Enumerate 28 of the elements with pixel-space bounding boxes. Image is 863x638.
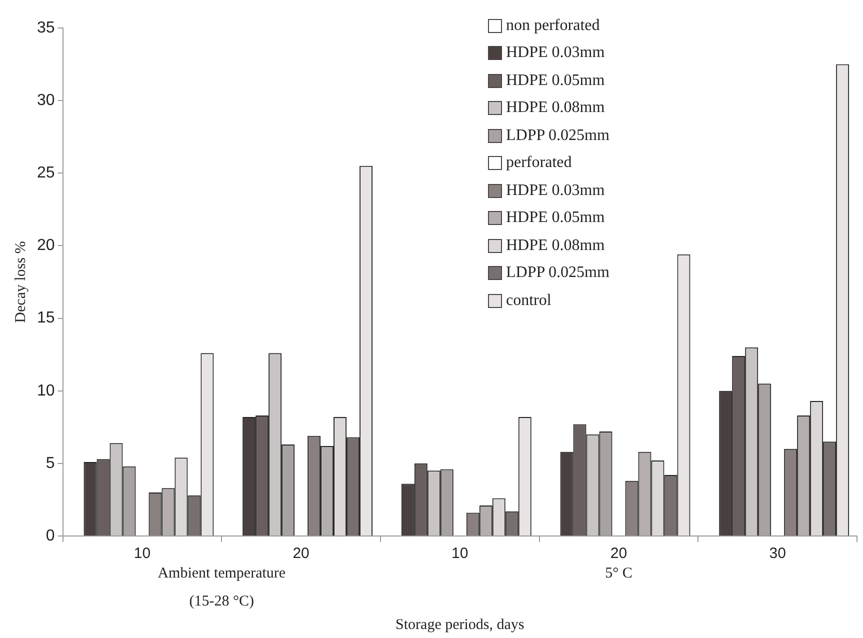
legend-label: perforated <box>506 154 572 172</box>
legend-label: HDPE 0.03mm <box>506 182 605 200</box>
y-tick-label: 5 <box>46 454 55 472</box>
legend-label: control <box>506 292 552 310</box>
x-axis-title: Storage periods, days <box>396 616 524 633</box>
legend-label: HDPE 0.05mm <box>506 72 605 90</box>
y-tick-label: 30 <box>37 92 55 109</box>
legend-label: LDPP 0.025mm <box>506 126 610 145</box>
y-tick-label: 10 <box>37 382 55 400</box>
y-tick-label: 0 <box>46 527 55 544</box>
legend-label: HDPE 0.08mm <box>506 236 605 255</box>
legend-label: HDPE 0.03mm <box>506 44 605 62</box>
text: Ambient temperature (15-28 °C) <box>158 565 286 610</box>
x-tick-label: 10 <box>452 545 468 562</box>
y-tick-label: 25 <box>37 164 55 182</box>
legend-label: HDPE 0.08mm <box>506 99 605 118</box>
legend-label: HDPE 0.05mm <box>506 209 605 228</box>
y-tick-label: 35 <box>37 19 55 36</box>
x-tick-label: 30 <box>769 545 786 562</box>
legend-label: LDPP 0.025mm <box>506 264 610 282</box>
x-tick-label: 10 <box>134 545 151 562</box>
legend-label: non perforated <box>506 16 600 35</box>
text: 5° C <box>605 565 632 582</box>
x-tick-label: 20 <box>610 545 628 562</box>
y-tick-label: 20 <box>37 237 55 254</box>
y-tick-label: 15 <box>37 310 55 327</box>
x-tick-label: 20 <box>292 545 310 562</box>
y-axis-title: Decay loss % <box>12 241 29 323</box>
